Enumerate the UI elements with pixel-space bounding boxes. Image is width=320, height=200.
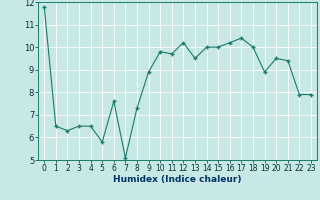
X-axis label: Humidex (Indice chaleur): Humidex (Indice chaleur) [113,175,242,184]
